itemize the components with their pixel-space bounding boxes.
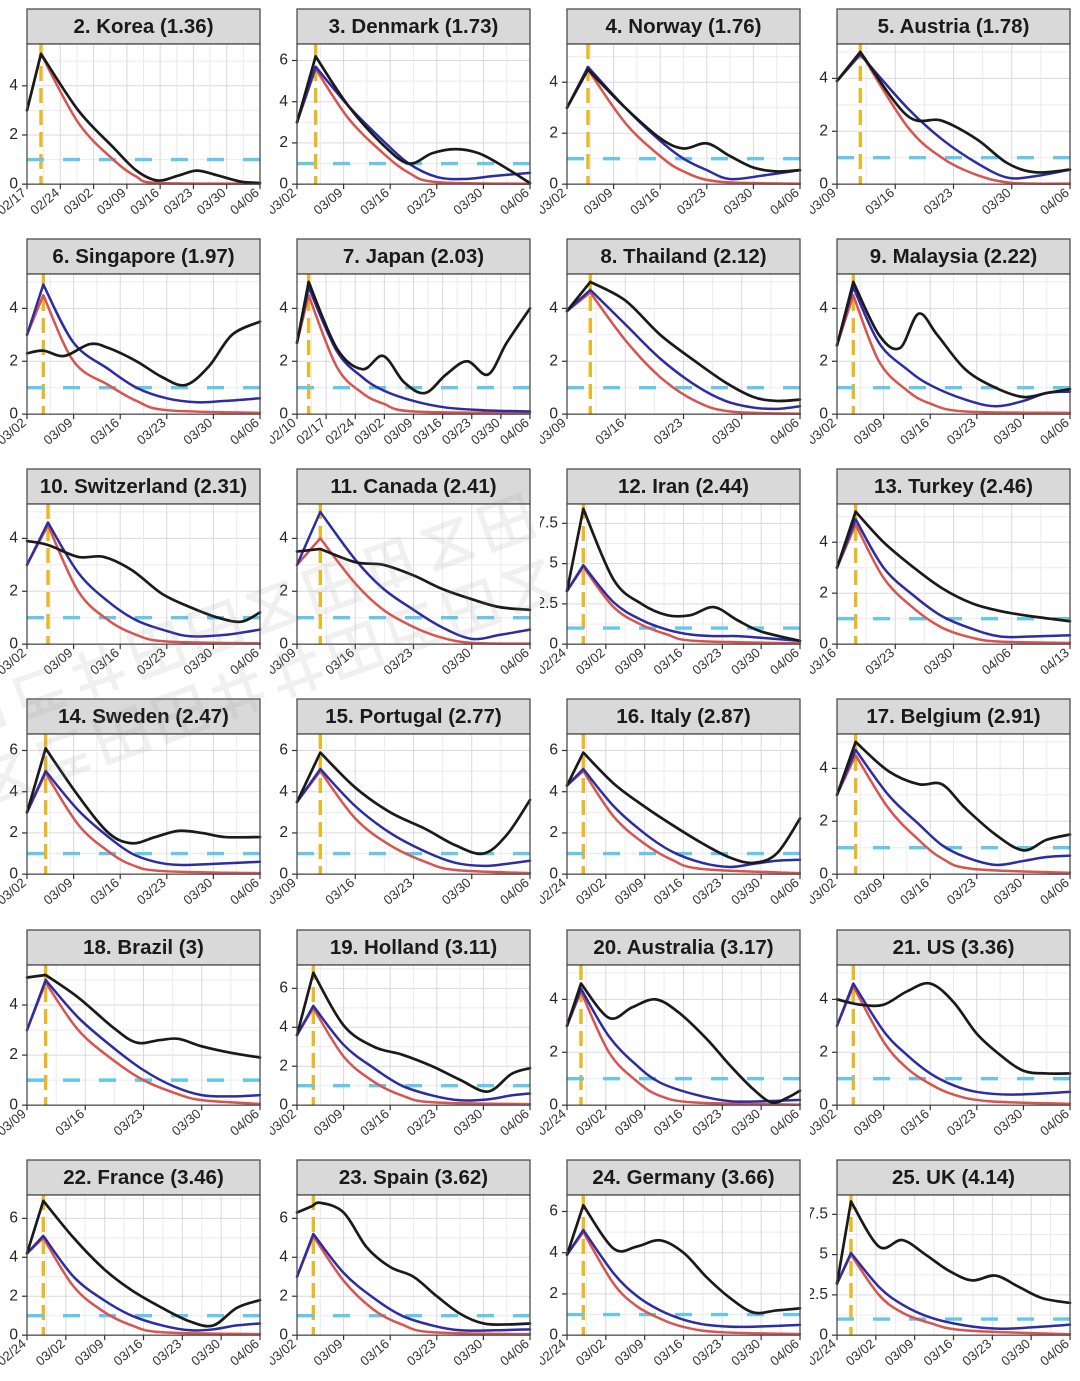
svg-text:2: 2 <box>549 353 558 370</box>
svg-text:2: 2 <box>9 824 18 841</box>
svg-text:2.5: 2.5 <box>810 1286 828 1303</box>
svg-text:4: 4 <box>9 1248 18 1265</box>
svg-text:6: 6 <box>279 1209 288 1226</box>
svg-text:4: 4 <box>549 1244 558 1261</box>
svg-text:2: 2 <box>279 1287 288 1304</box>
svg-text:2: 2 <box>819 353 828 370</box>
svg-text:6: 6 <box>279 742 288 759</box>
svg-text:14. Sweden (2.47): 14. Sweden (2.47) <box>58 705 229 728</box>
svg-text:10. Switzerland (2.31): 10. Switzerland (2.31) <box>40 475 247 498</box>
svg-text:2: 2 <box>549 124 558 141</box>
svg-text:4: 4 <box>9 300 18 317</box>
svg-text:4: 4 <box>9 77 18 94</box>
svg-text:4: 4 <box>549 300 558 317</box>
svg-text:2: 2 <box>549 1285 558 1302</box>
svg-text:6: 6 <box>549 1202 558 1219</box>
svg-text:2: 2 <box>279 134 288 151</box>
svg-text:18. Brazil (3): 18. Brazil (3) <box>83 936 204 959</box>
svg-text:4: 4 <box>279 1018 288 1035</box>
svg-text:6: 6 <box>279 52 288 69</box>
svg-text:6: 6 <box>279 979 288 996</box>
svg-text:9. Malaysia (2.22): 9. Malaysia (2.22) <box>870 245 1037 268</box>
svg-text:2: 2 <box>549 1043 558 1060</box>
svg-text:4: 4 <box>819 760 828 777</box>
svg-text:4: 4 <box>819 990 828 1007</box>
svg-text:20. Australia (3.17): 20. Australia (3.17) <box>593 936 773 959</box>
svg-text:4: 4 <box>9 530 18 547</box>
svg-text:6: 6 <box>9 742 18 759</box>
svg-text:2: 2 <box>9 1287 18 1304</box>
svg-text:4: 4 <box>9 996 18 1013</box>
svg-text:17. Belgium (2.91): 17. Belgium (2.91) <box>866 705 1040 728</box>
svg-text:13. Turkey (2.46): 13. Turkey (2.46) <box>874 475 1033 498</box>
svg-text:22. France (3.46): 22. France (3.46) <box>63 1166 224 1189</box>
svg-text:4: 4 <box>819 534 828 551</box>
svg-text:7.5: 7.5 <box>810 1205 828 1222</box>
svg-text:2: 2 <box>279 353 288 370</box>
svg-text:4. Norway (1.76): 4. Norway (1.76) <box>606 15 762 38</box>
svg-text:4: 4 <box>9 783 18 800</box>
svg-text:25. UK (4.14): 25. UK (4.14) <box>892 1166 1015 1189</box>
svg-text:19. Holland (3.11): 19. Holland (3.11) <box>330 936 497 959</box>
svg-text:11. Canada (2.41): 11. Canada (2.41) <box>330 475 496 498</box>
svg-text:4: 4 <box>279 1248 288 1265</box>
svg-text:16. Italy (2.87): 16. Italy (2.87) <box>616 705 750 728</box>
svg-text:2: 2 <box>819 813 828 830</box>
svg-text:6. Singapore (1.97): 6. Singapore (1.97) <box>52 245 234 268</box>
svg-text:8. Thailand (2.12): 8. Thailand (2.12) <box>600 245 766 268</box>
svg-text:3. Denmark (1.73): 3. Denmark (1.73) <box>329 15 499 38</box>
svg-text:2: 2 <box>9 126 18 143</box>
svg-text:7.5: 7.5 <box>540 515 558 532</box>
svg-text:2: 2 <box>819 585 828 602</box>
svg-text:4: 4 <box>819 300 828 317</box>
svg-text:2.5: 2.5 <box>540 595 558 612</box>
svg-text:5. Austria (1.78): 5. Austria (1.78) <box>878 15 1030 38</box>
svg-text:15. Portugal (2.77): 15. Portugal (2.77) <box>325 705 501 728</box>
svg-text:7. Japan (2.03): 7. Japan (2.03) <box>343 245 484 268</box>
svg-text:6: 6 <box>9 1209 18 1226</box>
svg-text:4: 4 <box>549 73 558 90</box>
svg-text:2: 2 <box>9 353 18 370</box>
svg-text:4: 4 <box>279 93 288 110</box>
svg-text:4: 4 <box>279 530 288 547</box>
svg-text:12. Iran (2.44): 12. Iran (2.44) <box>618 475 749 498</box>
svg-text:2: 2 <box>9 1046 18 1063</box>
svg-text:24. Germany (3.66): 24. Germany (3.66) <box>592 1166 774 1189</box>
svg-text:2: 2 <box>279 824 288 841</box>
svg-text:2: 2 <box>819 122 828 139</box>
svg-text:23. Spain (3.62): 23. Spain (3.62) <box>339 1166 488 1189</box>
svg-text:2: 2 <box>279 583 288 600</box>
svg-text:4: 4 <box>549 990 558 1007</box>
svg-text:2: 2 <box>549 824 558 841</box>
svg-text:5: 5 <box>819 1245 828 1262</box>
svg-text:6: 6 <box>549 742 558 759</box>
svg-text:4: 4 <box>819 69 828 86</box>
svg-text:2: 2 <box>819 1043 828 1060</box>
svg-text:21. US (3.36): 21. US (3.36) <box>893 936 1015 959</box>
svg-text:2. Korea (1.36): 2. Korea (1.36) <box>73 15 213 38</box>
svg-text:4: 4 <box>549 783 558 800</box>
svg-text:2: 2 <box>279 1057 288 1074</box>
svg-text:4: 4 <box>279 300 288 317</box>
svg-text:2: 2 <box>9 583 18 600</box>
svg-text:5: 5 <box>549 555 558 572</box>
svg-text:4: 4 <box>279 783 288 800</box>
